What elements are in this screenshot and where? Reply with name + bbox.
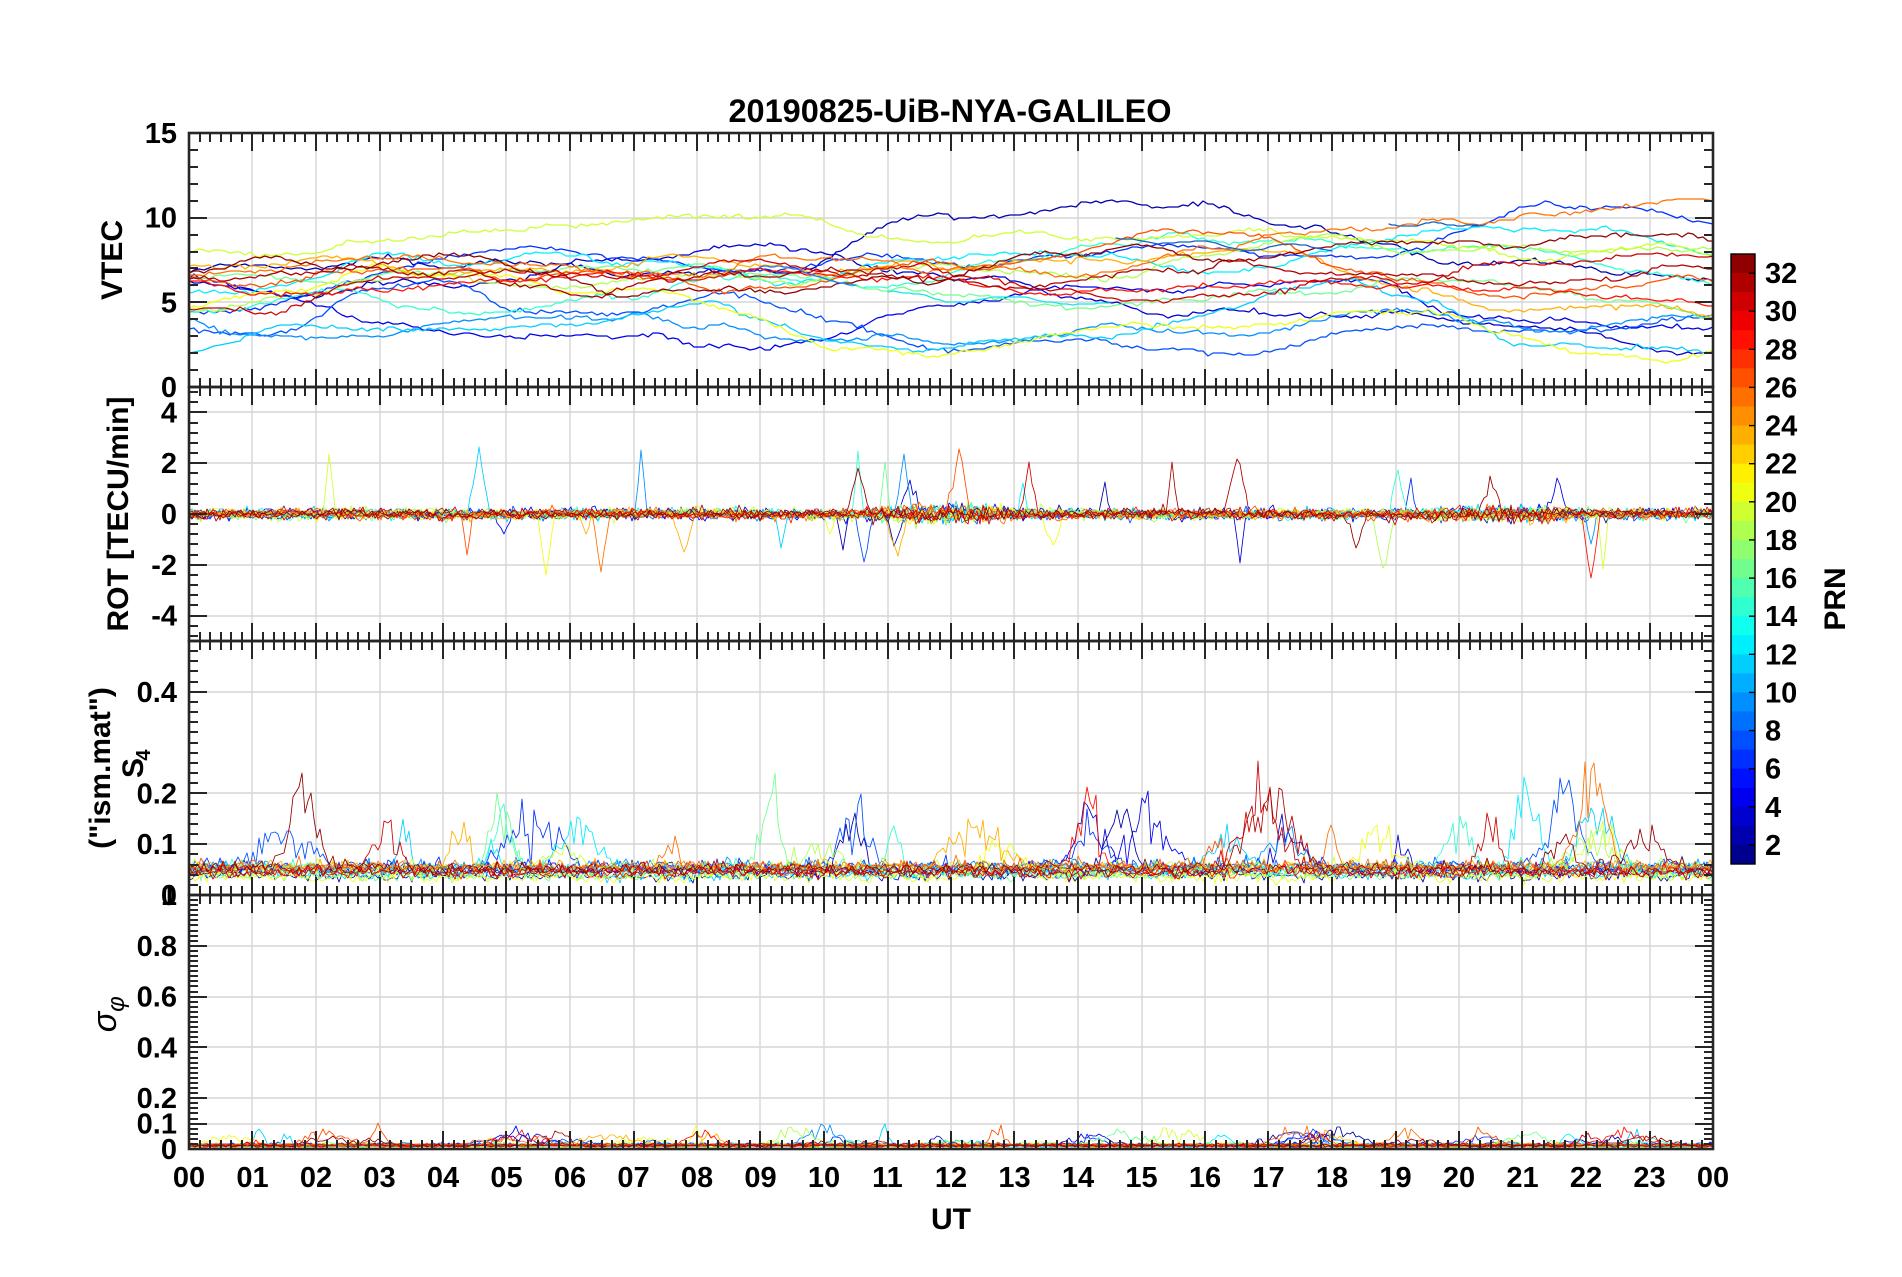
svg-text:17: 17 bbox=[1252, 1162, 1284, 1194]
svg-text:16: 16 bbox=[1765, 563, 1797, 595]
svg-text:20: 20 bbox=[1765, 487, 1797, 519]
svg-text:14: 14 bbox=[1062, 1162, 1094, 1194]
svg-text:22: 22 bbox=[1765, 449, 1797, 481]
svg-text:0.2: 0.2 bbox=[137, 1083, 177, 1115]
svg-text:5: 5 bbox=[161, 287, 177, 319]
svg-text:VTEC: VTEC bbox=[96, 220, 129, 300]
svg-text:32: 32 bbox=[1765, 258, 1797, 290]
svg-text:15: 15 bbox=[1125, 1162, 1157, 1194]
svg-text:23: 23 bbox=[1633, 1162, 1665, 1194]
svg-text:11: 11 bbox=[872, 1162, 903, 1194]
svg-text:0: 0 bbox=[161, 499, 177, 531]
svg-text:10: 10 bbox=[145, 203, 177, 235]
svg-text:φ: φ bbox=[103, 996, 130, 1012]
svg-text:0.8: 0.8 bbox=[137, 931, 177, 963]
svg-text:22: 22 bbox=[1570, 1162, 1602, 1194]
svg-text:05: 05 bbox=[490, 1162, 522, 1194]
svg-text:18: 18 bbox=[1765, 525, 1797, 557]
svg-text:26: 26 bbox=[1765, 372, 1797, 404]
svg-text:13: 13 bbox=[998, 1162, 1030, 1194]
svg-text:("ism.mat"): ("ism.mat") bbox=[84, 687, 117, 849]
svg-text:0.6: 0.6 bbox=[137, 982, 177, 1014]
svg-text:12: 12 bbox=[935, 1162, 967, 1194]
svg-text:UT: UT bbox=[931, 1203, 971, 1236]
svg-text:4: 4 bbox=[161, 397, 177, 429]
svg-text:18: 18 bbox=[1316, 1162, 1348, 1194]
svg-text:PRN: PRN bbox=[1819, 567, 1852, 630]
svg-text:14: 14 bbox=[1765, 601, 1797, 633]
svg-text:6: 6 bbox=[1765, 754, 1781, 786]
svg-text:10: 10 bbox=[808, 1162, 840, 1194]
svg-text:15: 15 bbox=[145, 118, 177, 150]
svg-text:08: 08 bbox=[681, 1162, 713, 1194]
svg-text:12: 12 bbox=[1765, 639, 1797, 671]
svg-text:03: 03 bbox=[363, 1162, 395, 1194]
svg-text:01: 01 bbox=[236, 1162, 268, 1194]
svg-text:0.1: 0.1 bbox=[137, 829, 177, 861]
svg-text:16: 16 bbox=[1189, 1162, 1221, 1194]
svg-text:σ: σ bbox=[86, 1010, 124, 1032]
svg-text:0.4: 0.4 bbox=[137, 677, 177, 709]
svg-text:-4: -4 bbox=[151, 601, 177, 633]
svg-text:24: 24 bbox=[1765, 411, 1797, 443]
svg-text:00: 00 bbox=[173, 1162, 205, 1194]
svg-text:04: 04 bbox=[427, 1162, 459, 1194]
svg-text:4: 4 bbox=[1765, 792, 1781, 824]
svg-text:-2: -2 bbox=[151, 550, 177, 582]
svg-text:10: 10 bbox=[1765, 677, 1797, 709]
svg-text:09: 09 bbox=[744, 1162, 776, 1194]
svg-text:2: 2 bbox=[161, 448, 177, 480]
svg-text:02: 02 bbox=[300, 1162, 332, 1194]
svg-text:30: 30 bbox=[1765, 296, 1797, 328]
svg-text:07: 07 bbox=[617, 1162, 649, 1194]
svg-text:2: 2 bbox=[1765, 830, 1781, 862]
svg-text:28: 28 bbox=[1765, 334, 1797, 366]
svg-text:21: 21 bbox=[1506, 1162, 1538, 1194]
svg-text:06: 06 bbox=[554, 1162, 586, 1194]
svg-text:19: 19 bbox=[1379, 1162, 1411, 1194]
svg-text:1: 1 bbox=[161, 880, 177, 912]
svg-text:20190825-UiB-NYA-GALILEO: 20190825-UiB-NYA-GALILEO bbox=[728, 93, 1171, 129]
svg-text:00: 00 bbox=[1697, 1162, 1729, 1194]
svg-text:20: 20 bbox=[1443, 1162, 1475, 1194]
svg-text:0.2: 0.2 bbox=[137, 778, 177, 810]
svg-text:ROT [TECU/min]: ROT [TECU/min] bbox=[102, 397, 135, 632]
svg-text:8: 8 bbox=[1765, 716, 1781, 748]
svg-text:4: 4 bbox=[133, 749, 155, 761]
svg-text:0.4: 0.4 bbox=[137, 1032, 177, 1064]
